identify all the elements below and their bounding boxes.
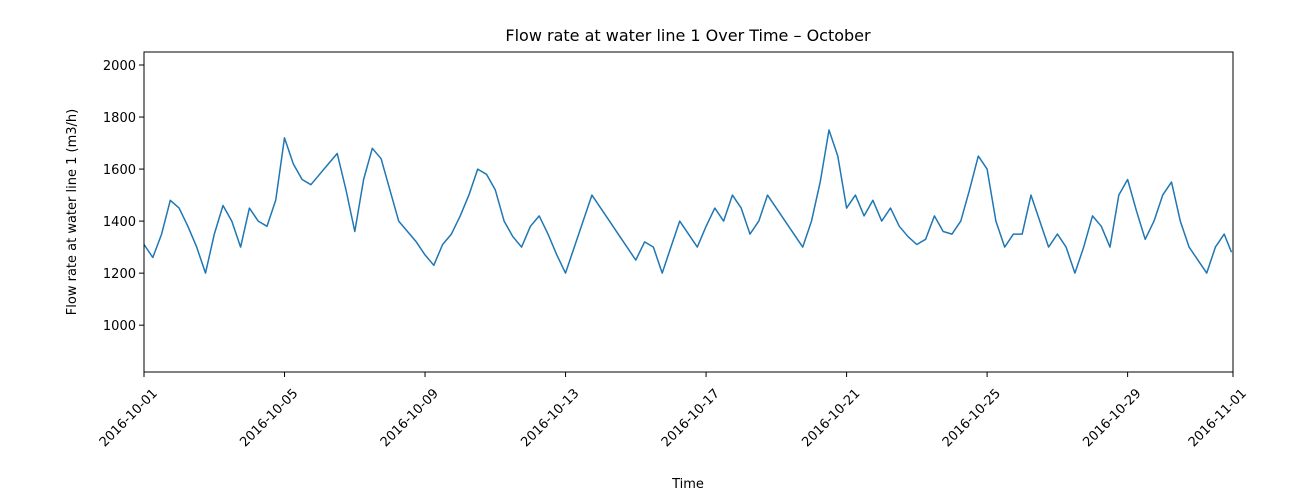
y-axis-title: Flow rate at water line 1 (m3/h) [65, 109, 80, 315]
x-tick-label: 2016-10-09 [378, 386, 442, 450]
x-tick-label: 2016-10-25 [940, 386, 1004, 450]
x-tick-label: 2016-10-21 [799, 386, 863, 450]
y-tick-label: 1200 [103, 267, 136, 282]
y-axis: 1000 1200 1400 1600 1800 2000 [103, 59, 144, 334]
x-axis: 2016-10-01 2016-10-05 2016-10-09 2016-10-13… [97, 372, 1250, 450]
axes-border [143, 51, 1234, 373]
x-tick-label: 2016-10-13 [518, 386, 582, 450]
series-line-0 [143, 129, 1233, 274]
x-tick-label: 2016-10-17 [659, 386, 723, 450]
y-tick-label: 1400 [103, 215, 136, 230]
y-tick-label: 2000 [103, 59, 136, 74]
axes-frame [143, 51, 1234, 373]
x-tick-label: 2016-10-01 [97, 386, 161, 450]
y-tick-label: 1600 [103, 163, 136, 178]
chart-title: Flow rate at water line 1 Over Time – Oc… [505, 26, 871, 45]
x-tick-label: 2016-10-29 [1080, 386, 1144, 450]
plot-area [143, 51, 1234, 373]
series-layer [143, 129, 1233, 274]
y-tick-label: 1800 [103, 111, 136, 126]
y-tick-label: 1000 [103, 319, 136, 334]
x-axis-title: Time [671, 477, 704, 492]
x-tick-label: 2016-11-01 [1186, 386, 1250, 450]
x-tick-label: 2016-10-05 [237, 386, 301, 450]
